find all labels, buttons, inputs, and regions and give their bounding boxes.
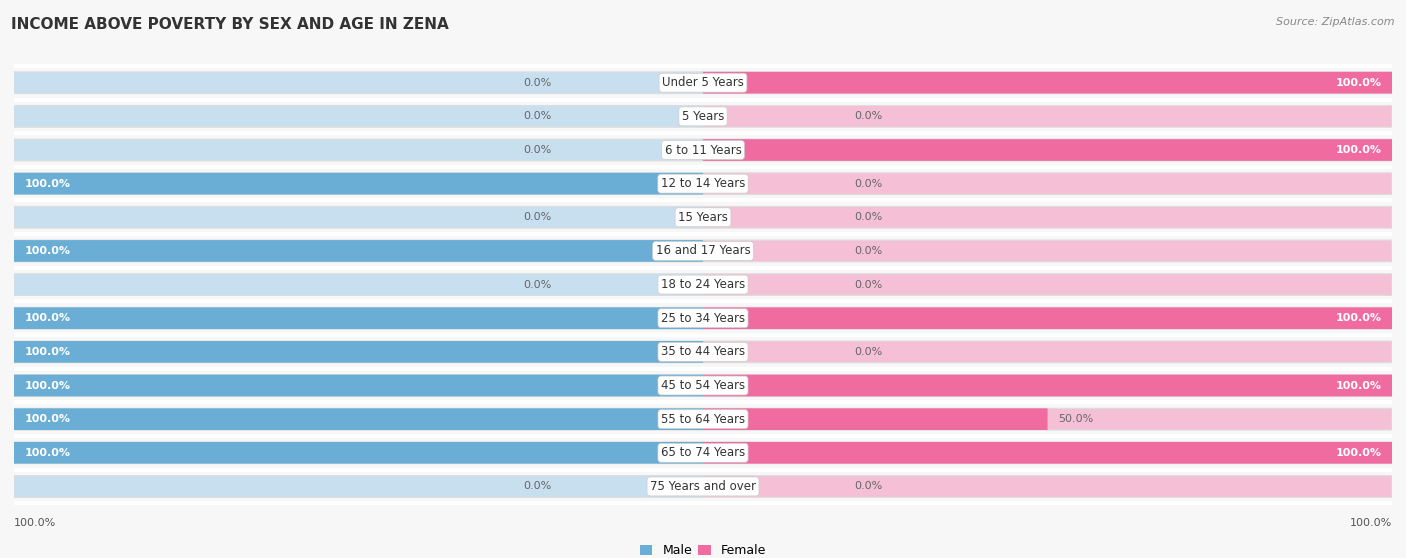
FancyBboxPatch shape (14, 274, 703, 295)
Text: 0.0%: 0.0% (855, 212, 883, 222)
Text: 0.0%: 0.0% (855, 179, 883, 189)
FancyBboxPatch shape (14, 307, 703, 329)
FancyBboxPatch shape (14, 240, 703, 262)
FancyBboxPatch shape (14, 442, 703, 464)
Text: 100.0%: 100.0% (1336, 145, 1382, 155)
FancyBboxPatch shape (703, 442, 1392, 464)
FancyBboxPatch shape (703, 139, 1392, 161)
Text: 100.0%: 100.0% (1336, 313, 1382, 323)
Text: 100.0%: 100.0% (24, 381, 70, 391)
Text: 35 to 44 Years: 35 to 44 Years (661, 345, 745, 358)
FancyBboxPatch shape (703, 374, 1392, 396)
Text: 75 Years and over: 75 Years and over (650, 480, 756, 493)
FancyBboxPatch shape (14, 408, 703, 430)
Text: 18 to 24 Years: 18 to 24 Years (661, 278, 745, 291)
Text: Under 5 Years: Under 5 Years (662, 76, 744, 89)
FancyBboxPatch shape (703, 442, 1392, 464)
Text: 0.0%: 0.0% (855, 280, 883, 290)
Text: 100.0%: 100.0% (24, 347, 70, 357)
FancyBboxPatch shape (14, 374, 703, 396)
Text: 45 to 54 Years: 45 to 54 Years (661, 379, 745, 392)
FancyBboxPatch shape (14, 72, 703, 94)
FancyBboxPatch shape (14, 206, 703, 228)
FancyBboxPatch shape (703, 475, 1392, 497)
Text: 0.0%: 0.0% (855, 482, 883, 492)
Text: 0.0%: 0.0% (523, 212, 551, 222)
Text: 100.0%: 100.0% (24, 179, 70, 189)
FancyBboxPatch shape (703, 408, 1047, 430)
FancyBboxPatch shape (703, 307, 1392, 329)
FancyBboxPatch shape (14, 105, 703, 127)
FancyBboxPatch shape (703, 72, 1392, 94)
Text: INCOME ABOVE POVERTY BY SEX AND AGE IN ZENA: INCOME ABOVE POVERTY BY SEX AND AGE IN Z… (11, 17, 449, 32)
FancyBboxPatch shape (14, 307, 703, 329)
FancyBboxPatch shape (14, 341, 703, 363)
Text: 5 Years: 5 Years (682, 110, 724, 123)
Text: 100.0%: 100.0% (24, 246, 70, 256)
Text: 50.0%: 50.0% (1057, 414, 1092, 424)
Text: 65 to 74 Years: 65 to 74 Years (661, 446, 745, 459)
FancyBboxPatch shape (703, 374, 1392, 396)
Text: 25 to 34 Years: 25 to 34 Years (661, 312, 745, 325)
Text: 16 and 17 Years: 16 and 17 Years (655, 244, 751, 257)
FancyBboxPatch shape (703, 341, 1392, 363)
FancyBboxPatch shape (14, 173, 703, 195)
FancyBboxPatch shape (703, 139, 1392, 161)
Text: 100.0%: 100.0% (1336, 448, 1382, 458)
FancyBboxPatch shape (14, 139, 703, 161)
Text: 12 to 14 Years: 12 to 14 Years (661, 177, 745, 190)
FancyBboxPatch shape (703, 307, 1392, 329)
Legend: Male, Female: Male, Female (636, 539, 770, 558)
FancyBboxPatch shape (703, 274, 1392, 295)
Text: 15 Years: 15 Years (678, 211, 728, 224)
FancyBboxPatch shape (703, 408, 1392, 430)
Text: 6 to 11 Years: 6 to 11 Years (665, 143, 741, 156)
FancyBboxPatch shape (14, 408, 703, 430)
FancyBboxPatch shape (703, 173, 1392, 195)
FancyBboxPatch shape (14, 240, 703, 262)
Text: 0.0%: 0.0% (523, 112, 551, 121)
Text: 55 to 64 Years: 55 to 64 Years (661, 413, 745, 426)
Text: 0.0%: 0.0% (523, 280, 551, 290)
Text: 0.0%: 0.0% (523, 78, 551, 88)
Text: 100.0%: 100.0% (24, 414, 70, 424)
FancyBboxPatch shape (703, 206, 1392, 228)
Text: 100.0%: 100.0% (14, 518, 56, 528)
FancyBboxPatch shape (14, 341, 703, 363)
Text: 0.0%: 0.0% (523, 145, 551, 155)
Text: 0.0%: 0.0% (523, 482, 551, 492)
FancyBboxPatch shape (703, 240, 1392, 262)
FancyBboxPatch shape (14, 173, 703, 195)
FancyBboxPatch shape (14, 442, 703, 464)
Text: Source: ZipAtlas.com: Source: ZipAtlas.com (1277, 17, 1395, 27)
Text: 0.0%: 0.0% (855, 246, 883, 256)
FancyBboxPatch shape (14, 374, 703, 396)
FancyBboxPatch shape (14, 475, 703, 497)
Text: 100.0%: 100.0% (24, 448, 70, 458)
Text: 100.0%: 100.0% (1350, 518, 1392, 528)
Text: 100.0%: 100.0% (1336, 381, 1382, 391)
Text: 0.0%: 0.0% (855, 112, 883, 121)
Text: 100.0%: 100.0% (1336, 78, 1382, 88)
Text: 100.0%: 100.0% (24, 313, 70, 323)
Text: 0.0%: 0.0% (855, 347, 883, 357)
FancyBboxPatch shape (703, 105, 1392, 127)
FancyBboxPatch shape (703, 72, 1392, 94)
